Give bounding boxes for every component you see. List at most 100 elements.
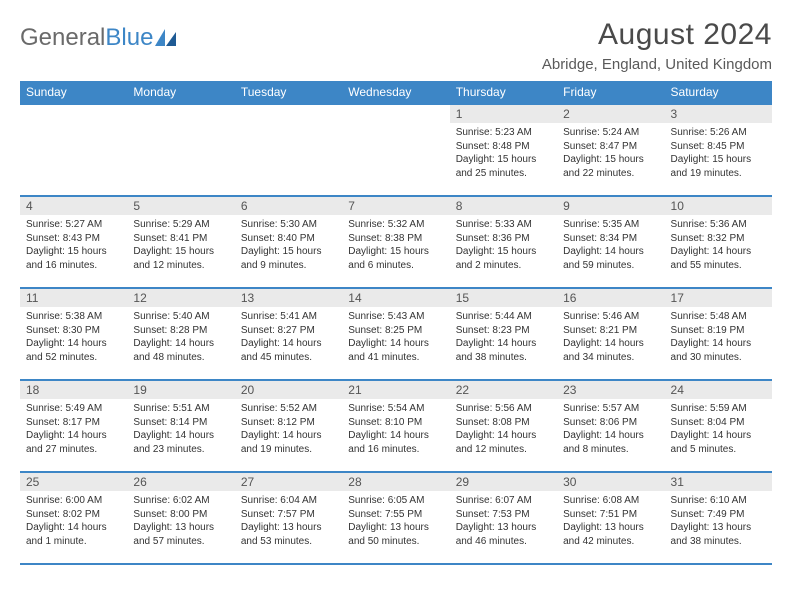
- weekday-header: Sunday: [20, 81, 127, 104]
- day-cell: 10Sunrise: 5:36 AMSunset: 8:32 PMDayligh…: [665, 196, 772, 288]
- day-number: 4: [20, 197, 127, 215]
- sunrise-text: Sunrise: 5:30 AM: [241, 218, 336, 232]
- sunset-text: Sunset: 7:49 PM: [671, 508, 766, 522]
- day-details: Sunrise: 5:52 AMSunset: 8:12 PMDaylight:…: [235, 399, 342, 460]
- day-details: Sunrise: 5:43 AMSunset: 8:25 PMDaylight:…: [342, 307, 449, 368]
- day-cell: 6Sunrise: 5:30 AMSunset: 8:40 PMDaylight…: [235, 196, 342, 288]
- daylight-text: Daylight: 14 hours and 41 minutes.: [348, 337, 443, 364]
- day-details: Sunrise: 5:41 AMSunset: 8:27 PMDaylight:…: [235, 307, 342, 368]
- sunrise-text: Sunrise: 5:48 AM: [671, 310, 766, 324]
- day-details: Sunrise: 6:00 AMSunset: 8:02 PMDaylight:…: [20, 491, 127, 552]
- day-cell: 14Sunrise: 5:43 AMSunset: 8:25 PMDayligh…: [342, 288, 449, 380]
- calendar-table: Sunday Monday Tuesday Wednesday Thursday…: [20, 81, 772, 565]
- sunrise-text: Sunrise: 5:26 AM: [671, 126, 766, 140]
- day-number: 10: [665, 197, 772, 215]
- weekday-header: Saturday: [665, 81, 772, 104]
- daylight-text: Daylight: 14 hours and 27 minutes.: [26, 429, 121, 456]
- daylight-text: Daylight: 15 hours and 2 minutes.: [456, 245, 551, 272]
- day-details: Sunrise: 5:36 AMSunset: 8:32 PMDaylight:…: [665, 215, 772, 276]
- sunrise-text: Sunrise: 6:00 AM: [26, 494, 121, 508]
- daylight-text: Daylight: 14 hours and 8 minutes.: [563, 429, 658, 456]
- sunset-text: Sunset: 8:10 PM: [348, 416, 443, 430]
- day-cell: 30Sunrise: 6:08 AMSunset: 7:51 PMDayligh…: [557, 472, 664, 564]
- sunset-text: Sunset: 8:21 PM: [563, 324, 658, 338]
- sunrise-text: Sunrise: 5:51 AM: [133, 402, 228, 416]
- day-details: Sunrise: 6:05 AMSunset: 7:55 PMDaylight:…: [342, 491, 449, 552]
- day-number: 9: [557, 197, 664, 215]
- day-details: Sunrise: 5:59 AMSunset: 8:04 PMDaylight:…: [665, 399, 772, 460]
- daylight-text: Daylight: 13 hours and 42 minutes.: [563, 521, 658, 548]
- day-number: 17: [665, 289, 772, 307]
- sunset-text: Sunset: 8:41 PM: [133, 232, 228, 246]
- sunset-text: Sunset: 8:02 PM: [26, 508, 121, 522]
- day-cell: 3Sunrise: 5:26 AMSunset: 8:45 PMDaylight…: [665, 104, 772, 196]
- sunset-text: Sunset: 8:12 PM: [241, 416, 336, 430]
- sunset-text: Sunset: 8:34 PM: [563, 232, 658, 246]
- day-cell: 26Sunrise: 6:02 AMSunset: 8:00 PMDayligh…: [127, 472, 234, 564]
- weekday-header: Friday: [557, 81, 664, 104]
- day-cell: 29Sunrise: 6:07 AMSunset: 7:53 PMDayligh…: [450, 472, 557, 564]
- sunrise-text: Sunrise: 5:56 AM: [456, 402, 551, 416]
- day-cell: 17Sunrise: 5:48 AMSunset: 8:19 PMDayligh…: [665, 288, 772, 380]
- day-number: 8: [450, 197, 557, 215]
- daylight-text: Daylight: 14 hours and 52 minutes.: [26, 337, 121, 364]
- sunset-text: Sunset: 8:43 PM: [26, 232, 121, 246]
- sunrise-text: Sunrise: 5:59 AM: [671, 402, 766, 416]
- day-number: 28: [342, 473, 449, 491]
- title-block: August 2024 Abridge, England, United Kin…: [542, 18, 772, 73]
- brand-word1: General: [20, 26, 105, 50]
- daylight-text: Daylight: 14 hours and 23 minutes.: [133, 429, 228, 456]
- daylight-text: Daylight: 14 hours and 55 minutes.: [671, 245, 766, 272]
- day-cell: 23Sunrise: 5:57 AMSunset: 8:06 PMDayligh…: [557, 380, 664, 472]
- sunset-text: Sunset: 8:14 PM: [133, 416, 228, 430]
- day-details: Sunrise: 5:46 AMSunset: 8:21 PMDaylight:…: [557, 307, 664, 368]
- sunrise-text: Sunrise: 5:54 AM: [348, 402, 443, 416]
- day-details: Sunrise: 5:35 AMSunset: 8:34 PMDaylight:…: [557, 215, 664, 276]
- daylight-text: Daylight: 13 hours and 57 minutes.: [133, 521, 228, 548]
- daylight-text: Daylight: 14 hours and 12 minutes.: [456, 429, 551, 456]
- daylight-text: Daylight: 13 hours and 46 minutes.: [456, 521, 551, 548]
- daylight-text: Daylight: 15 hours and 6 minutes.: [348, 245, 443, 272]
- day-cell: 28Sunrise: 6:05 AMSunset: 7:55 PMDayligh…: [342, 472, 449, 564]
- day-cell: 31Sunrise: 6:10 AMSunset: 7:49 PMDayligh…: [665, 472, 772, 564]
- day-number: 15: [450, 289, 557, 307]
- daylight-text: Daylight: 15 hours and 16 minutes.: [26, 245, 121, 272]
- day-number: 12: [127, 289, 234, 307]
- day-cell: 22Sunrise: 5:56 AMSunset: 8:08 PMDayligh…: [450, 380, 557, 472]
- sunset-text: Sunset: 8:08 PM: [456, 416, 551, 430]
- daylight-text: Daylight: 14 hours and 59 minutes.: [563, 245, 658, 272]
- sunrise-text: Sunrise: 5:24 AM: [563, 126, 658, 140]
- day-cell: 19Sunrise: 5:51 AMSunset: 8:14 PMDayligh…: [127, 380, 234, 472]
- day-cell: 13Sunrise: 5:41 AMSunset: 8:27 PMDayligh…: [235, 288, 342, 380]
- day-details: Sunrise: 5:49 AMSunset: 8:17 PMDaylight:…: [20, 399, 127, 460]
- daylight-text: Daylight: 14 hours and 30 minutes.: [671, 337, 766, 364]
- sunrise-text: Sunrise: 6:02 AM: [133, 494, 228, 508]
- day-number: 29: [450, 473, 557, 491]
- day-cell: [235, 104, 342, 196]
- weekday-header: Thursday: [450, 81, 557, 104]
- sunrise-text: Sunrise: 5:23 AM: [456, 126, 551, 140]
- day-cell: 4Sunrise: 5:27 AMSunset: 8:43 PMDaylight…: [20, 196, 127, 288]
- sunrise-text: Sunrise: 5:36 AM: [671, 218, 766, 232]
- day-cell: 12Sunrise: 5:40 AMSunset: 8:28 PMDayligh…: [127, 288, 234, 380]
- day-details: Sunrise: 5:56 AMSunset: 8:08 PMDaylight:…: [450, 399, 557, 460]
- sunrise-text: Sunrise: 5:52 AM: [241, 402, 336, 416]
- day-details: Sunrise: 6:04 AMSunset: 7:57 PMDaylight:…: [235, 491, 342, 552]
- daylight-text: Daylight: 13 hours and 38 minutes.: [671, 521, 766, 548]
- day-number: 6: [235, 197, 342, 215]
- sunset-text: Sunset: 7:55 PM: [348, 508, 443, 522]
- day-number: 18: [20, 381, 127, 399]
- brand-logo: GeneralBlue: [20, 18, 177, 50]
- daylight-text: Daylight: 13 hours and 50 minutes.: [348, 521, 443, 548]
- day-number: 14: [342, 289, 449, 307]
- day-cell: [20, 104, 127, 196]
- sunrise-text: Sunrise: 6:08 AM: [563, 494, 658, 508]
- week-row: 1Sunrise: 5:23 AMSunset: 8:48 PMDaylight…: [20, 104, 772, 196]
- day-details: Sunrise: 5:57 AMSunset: 8:06 PMDaylight:…: [557, 399, 664, 460]
- sunset-text: Sunset: 8:23 PM: [456, 324, 551, 338]
- daylight-text: Daylight: 14 hours and 1 minute.: [26, 521, 121, 548]
- day-number: 13: [235, 289, 342, 307]
- day-number: 23: [557, 381, 664, 399]
- sunset-text: Sunset: 8:06 PM: [563, 416, 658, 430]
- daylight-text: Daylight: 14 hours and 19 minutes.: [241, 429, 336, 456]
